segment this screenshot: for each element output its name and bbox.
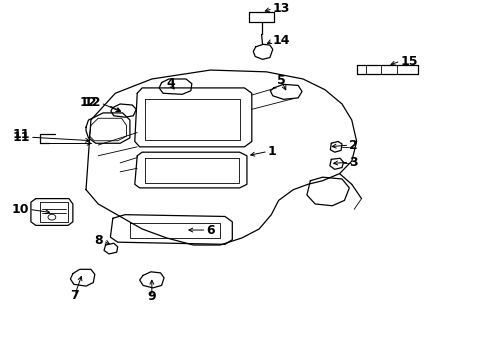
Text: 7: 7 [70,288,79,302]
Text: 1: 1 [267,145,276,158]
Text: 5: 5 [276,73,285,86]
Text: 6: 6 [206,224,215,237]
Text: 13: 13 [272,2,289,15]
Text: 2: 2 [348,139,357,152]
Text: 8: 8 [94,234,103,247]
Text: 9: 9 [147,290,156,303]
Text: 10: 10 [11,203,29,216]
Text: 11: 11 [12,128,30,141]
Text: 14: 14 [272,34,290,47]
Text: 11: 11 [12,131,30,144]
Text: 3: 3 [348,156,357,169]
Text: 12: 12 [83,96,101,109]
Text: 12: 12 [80,96,97,109]
Text: 4: 4 [165,77,174,90]
Text: 15: 15 [400,55,417,68]
